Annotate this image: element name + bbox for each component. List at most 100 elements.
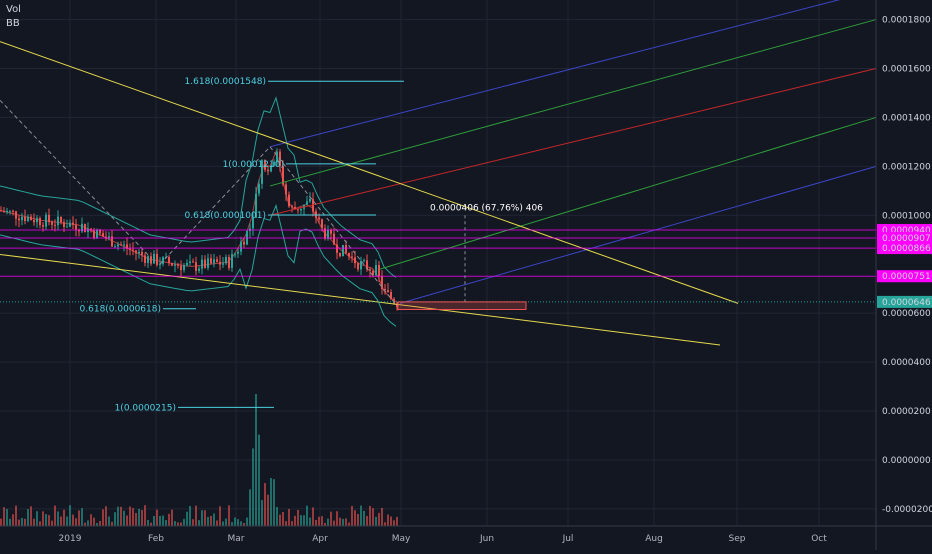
candle-body (243, 241, 245, 245)
price-tick-label: 0.0001600 (882, 65, 931, 75)
time-tick-label: Oct (811, 534, 827, 544)
candle-body (60, 216, 62, 223)
volume-bar (375, 516, 377, 526)
price-tick-label: 0.0001400 (882, 113, 931, 123)
volume-bar (273, 479, 275, 526)
volume-bar (240, 521, 242, 526)
candle-body (300, 208, 302, 211)
candle-body (21, 216, 23, 221)
bb-indicator-label[interactable]: BB (6, 18, 20, 29)
volume-bar (117, 506, 119, 526)
horizontal-level-label: 0.0000907 (882, 234, 931, 244)
candle-body (234, 253, 236, 255)
volume-bar (261, 500, 263, 526)
volume-bar (228, 505, 230, 526)
candle-body (114, 246, 116, 248)
candle-body (33, 219, 35, 223)
candle-body (285, 184, 287, 195)
candle-body (354, 257, 356, 264)
volume-bar (192, 519, 194, 526)
candle-body (393, 298, 395, 304)
price-tick-label: 0.0000400 (882, 358, 931, 368)
horizontal-level-badge (877, 270, 932, 283)
volume-bar (369, 505, 371, 526)
fib-level-label: 0.618(0.0000618) (80, 305, 161, 315)
candle-body (156, 253, 158, 265)
candle-body (66, 226, 68, 228)
current-price-label: 0.0000646 (882, 298, 931, 308)
volume-bar (225, 518, 227, 526)
candle-body (291, 206, 293, 208)
dashed-guide-mid (159, 146, 271, 265)
volume-bar (90, 514, 92, 526)
candle-body (174, 264, 176, 266)
fib-level-label: 1(0.0000215) (115, 403, 176, 413)
candle-body (105, 236, 107, 239)
volume-bar (132, 508, 134, 526)
volume-bar (102, 509, 104, 526)
candle-body (189, 261, 191, 263)
price-tick-label: 0.0000200 (882, 407, 931, 417)
volume-bar (72, 514, 74, 526)
volume-bar (186, 511, 188, 526)
volume-bar (282, 511, 284, 526)
candle-body (150, 256, 152, 264)
volume-bar (42, 511, 44, 526)
volume-bar (288, 508, 290, 526)
candle-body (24, 216, 26, 221)
fan-line-red (269, 68, 877, 216)
volume-bar (63, 509, 65, 526)
candle-body (306, 201, 308, 205)
volume-bar (264, 483, 266, 526)
candle-body (177, 264, 179, 266)
candle-body (276, 151, 278, 162)
upper-trendline (0, 41, 739, 304)
volume-bar (66, 516, 68, 526)
volume-bar (213, 513, 215, 526)
volume-bar (96, 522, 98, 526)
volume-bar (327, 518, 329, 526)
volume-bar (6, 508, 8, 526)
volume-bar (177, 522, 179, 526)
candle-body (273, 161, 275, 166)
volume-bar (366, 516, 368, 526)
volume-bar (162, 515, 164, 526)
volume-bar (381, 507, 383, 526)
candle-body (348, 253, 350, 257)
price-tick-label: 0.0001000 (882, 211, 931, 221)
volume-bar (36, 511, 38, 526)
volume-bar (210, 515, 212, 526)
candle-body (51, 222, 53, 225)
volume-bar (93, 517, 95, 526)
candle-body (192, 261, 194, 263)
volume-bar (87, 520, 89, 526)
candle-body (204, 259, 206, 268)
fan-line-green-1 (269, 19, 877, 187)
volume-bar (153, 515, 155, 526)
volume-bar (150, 522, 152, 526)
candle-body (261, 160, 263, 184)
candle-body (309, 199, 311, 202)
volume-bar (99, 521, 101, 526)
time-tick-label: Jun (479, 534, 494, 544)
time-tick-label: Feb (148, 534, 164, 544)
candle-body (123, 244, 125, 246)
volume-bar (159, 515, 161, 526)
volume-bar (333, 520, 335, 526)
vol-indicator-label[interactable]: Vol (6, 4, 21, 15)
candle-body (117, 244, 119, 247)
candle-body (144, 255, 146, 263)
volume-bar (234, 517, 236, 526)
candle-body (384, 288, 386, 291)
candle-body (270, 165, 272, 172)
volume-bar (255, 394, 257, 526)
volume-bar (246, 517, 248, 526)
volume-bar (114, 512, 116, 526)
candle-body (132, 249, 134, 251)
candle-body (372, 270, 374, 276)
candle-body (294, 207, 296, 210)
lower-trendline (0, 253, 721, 346)
fan-line-green-2 (379, 116, 877, 270)
